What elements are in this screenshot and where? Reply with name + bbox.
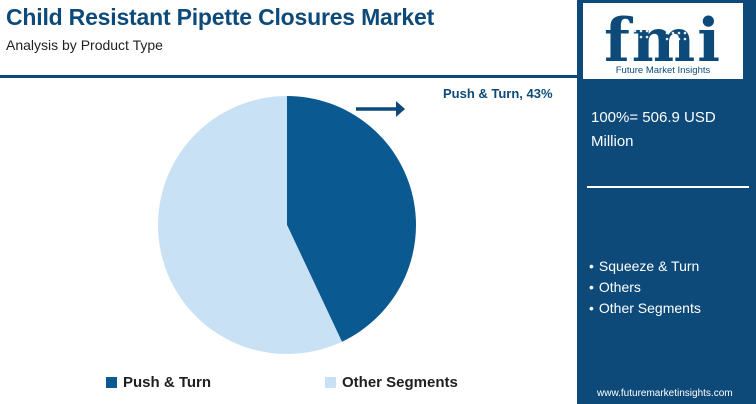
bullet-icon: • [589, 279, 594, 295]
sidebar: fmi Future Market Insights 100%= 506.9 U… [577, 0, 756, 404]
legend-label-other-segments: Other Segments [342, 374, 458, 391]
legend-swatch-push-turn [106, 377, 117, 388]
segment-list: • Squeeze & Turn • Others • Other Segments [589, 256, 701, 319]
arrow-right-icon [356, 101, 405, 117]
segment-label: Other Segments [598, 300, 701, 316]
data-label-push-turn: Push & Turn, 43% [443, 86, 553, 101]
bullet-icon: • [589, 300, 594, 316]
header-divider [0, 75, 577, 78]
pie-slice-push-turn [287, 96, 416, 342]
pie-slice-other-segments [157, 96, 342, 354]
legend-swatch-other-segments [325, 377, 336, 388]
page-title: Child Resistant Pipette Closures Market [6, 4, 435, 30]
market-total: 100%= 506.9 USD Million [591, 109, 716, 150]
list-item: • Others [589, 277, 701, 298]
legend-item-other-segments: Other Segments [325, 374, 458, 391]
website-link[interactable]: www.futuremarketinsights.com [597, 388, 733, 399]
fmi-logo-mark: fmi [604, 6, 722, 76]
pie-chart [157, 96, 416, 354]
bullet-icon: • [589, 258, 594, 274]
list-item: • Squeeze & Turn [589, 256, 701, 277]
fmi-logo: fmi Future Market Insights [583, 3, 743, 79]
list-item: • Other Segments [589, 298, 701, 319]
segment-label: Squeeze & Turn [598, 258, 700, 274]
segment-label: Others [598, 279, 641, 295]
legend-item-push-turn: Push & Turn [106, 374, 211, 391]
legend-label-push-turn: Push & Turn [123, 374, 212, 391]
sidebar-divider [587, 186, 749, 188]
svg-text:fmi: fmi [604, 6, 722, 76]
page-subtitle: Analysis by Product Type [6, 37, 163, 53]
logo-caption: Future Market Insights [615, 65, 711, 76]
